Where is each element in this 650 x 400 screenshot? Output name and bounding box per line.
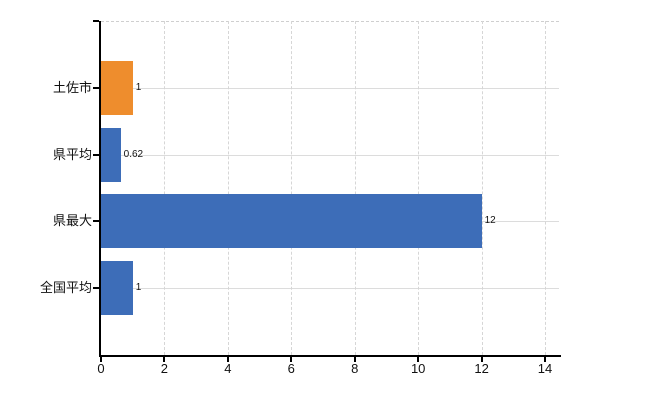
category-label: 県最大 bbox=[52, 213, 92, 229]
x-axis-tick bbox=[544, 357, 547, 362]
bar-value-label: 0.62 bbox=[123, 148, 144, 160]
gridline-horizontal bbox=[101, 21, 559, 22]
x-axis-tick-label: 4 bbox=[224, 361, 232, 376]
category-label: 全国平均 bbox=[39, 280, 92, 296]
x-axis-tick-label: 14 bbox=[537, 361, 553, 376]
gridline-vertical bbox=[545, 21, 547, 355]
x-axis-spine bbox=[99, 355, 561, 357]
gridline-vertical bbox=[481, 21, 483, 355]
x-axis-tick-label: 2 bbox=[160, 361, 169, 376]
x-axis-tick-label: 0 bbox=[97, 361, 105, 376]
plot-area: 1 0.62 12 1 bbox=[101, 21, 559, 355]
bar-value-label: 1 bbox=[135, 81, 142, 93]
gridline-vertical bbox=[164, 21, 166, 355]
x-axis-tick-label: 12 bbox=[474, 361, 489, 376]
y-axis-spine bbox=[99, 21, 101, 357]
gridline-vertical bbox=[418, 21, 420, 355]
x-axis-tick bbox=[480, 357, 483, 362]
x-axis-tick bbox=[163, 357, 166, 362]
bar bbox=[101, 60, 133, 115]
x-axis-tick bbox=[353, 357, 356, 362]
gridline-horizontal bbox=[101, 87, 559, 89]
x-axis-tick bbox=[100, 357, 102, 362]
x-axis-tick bbox=[290, 357, 293, 362]
category-label: 県平均 bbox=[52, 146, 92, 162]
y-axis-tick bbox=[93, 86, 99, 89]
bar-value-label: 1 bbox=[135, 282, 142, 294]
bar-value-label: 12 bbox=[484, 215, 496, 227]
bar bbox=[101, 127, 121, 182]
gridline-horizontal bbox=[101, 154, 559, 156]
x-axis-tick bbox=[417, 357, 420, 362]
y-axis-tick bbox=[93, 153, 99, 156]
gridline-horizontal bbox=[101, 288, 559, 290]
y-axis-tick bbox=[93, 220, 99, 223]
gridline-vertical bbox=[291, 21, 293, 355]
x-axis-tick-label: 6 bbox=[287, 361, 295, 376]
bar bbox=[101, 261, 133, 316]
y-axis-tick bbox=[93, 287, 99, 290]
gridline-vertical bbox=[354, 21, 356, 355]
x-axis-tick-label: 10 bbox=[410, 361, 426, 376]
bar bbox=[101, 194, 482, 249]
gridline-vertical bbox=[227, 21, 229, 355]
x-axis-tick bbox=[226, 357, 229, 362]
x-axis-tick-label: 8 bbox=[351, 361, 359, 376]
category-label: 土佐市 bbox=[52, 79, 92, 95]
y-axis-tick bbox=[93, 20, 99, 22]
